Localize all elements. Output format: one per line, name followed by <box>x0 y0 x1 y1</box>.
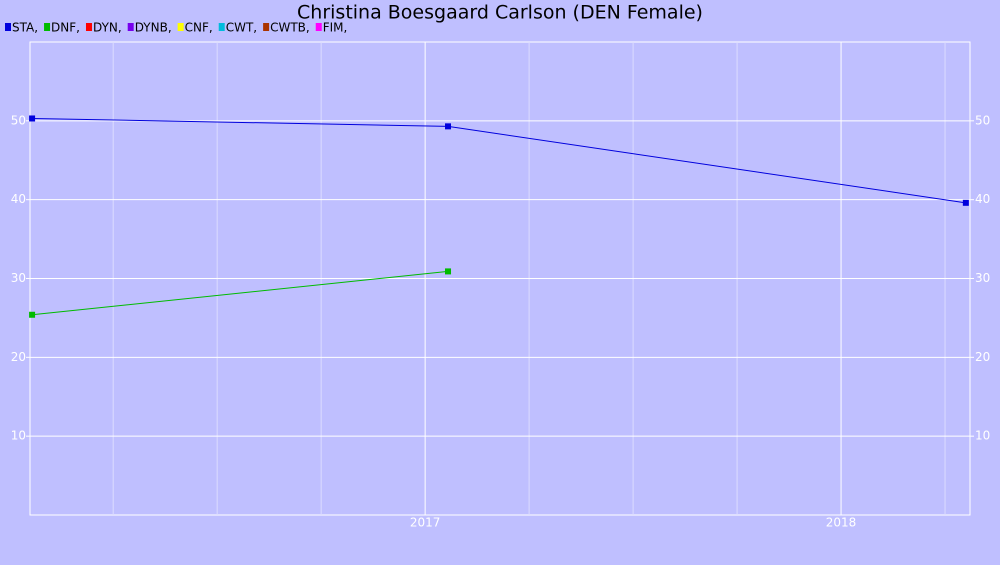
legend-swatch <box>5 23 11 31</box>
y2-tick-label: 40 <box>975 192 990 206</box>
legend-swatch <box>127 23 134 31</box>
legend-label: CWTB, <box>270 21 310 35</box>
y-tick-label: 20 <box>11 350 26 364</box>
legend-swatch <box>315 23 322 31</box>
legend-label: STA, <box>12 21 38 35</box>
y-tick-label: 30 <box>11 271 26 285</box>
legend-label: DYN, <box>93 21 122 35</box>
legend-label: CNF, <box>185 21 213 35</box>
legend-label: DYNB, <box>135 21 172 35</box>
legend-swatch <box>177 23 184 31</box>
data-point <box>29 311 36 318</box>
data-point <box>29 115 36 122</box>
legend-label: FIM, <box>323 21 348 35</box>
data-point <box>962 199 969 206</box>
legend-label: CWT, <box>226 21 257 35</box>
y-tick-label: 10 <box>11 429 26 443</box>
series-line <box>32 270 449 316</box>
x-tick-label: 2017 <box>410 516 441 530</box>
x-tick-label: 2018 <box>826 516 857 530</box>
y2-tick-label: 10 <box>975 429 990 443</box>
data-point <box>445 123 452 130</box>
legend-swatch <box>85 23 92 31</box>
y2-tick-label: 20 <box>975 350 990 364</box>
y2-tick-label: 50 <box>975 113 990 127</box>
data-point <box>445 268 452 275</box>
chart-title: Christina Boesgaard Carlson (DEN Female) <box>297 2 703 24</box>
y-tick-label: 50 <box>11 113 26 127</box>
legend-swatch <box>44 23 51 31</box>
legend-label: DNF, <box>51 21 80 35</box>
y2-tick-label: 30 <box>975 271 990 285</box>
y-tick-label: 40 <box>11 192 26 206</box>
legend-swatch <box>218 23 225 31</box>
legend-swatch <box>263 23 270 31</box>
